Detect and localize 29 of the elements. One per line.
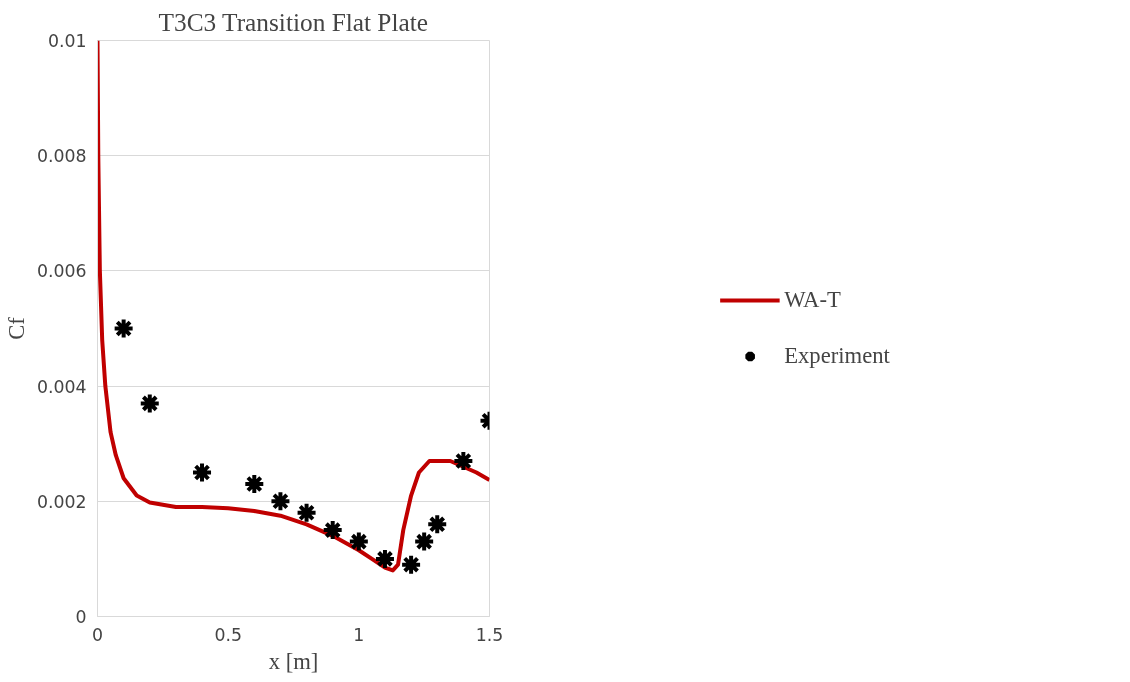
point xyxy=(452,449,475,472)
line-series xyxy=(97,40,490,573)
point xyxy=(295,501,318,524)
point xyxy=(243,473,266,496)
point xyxy=(347,530,370,553)
y-tick-label: 0.004 xyxy=(36,376,87,397)
point xyxy=(138,392,161,415)
x-tick-label: 1.5 xyxy=(475,624,504,645)
chart-title: T3C3 Transition Flat Plate xyxy=(158,7,429,36)
point xyxy=(321,519,344,542)
y-tick-label: 0.008 xyxy=(36,146,87,167)
legend-label: Experiment xyxy=(784,343,890,369)
point xyxy=(269,490,292,513)
x-tick-label: 0 xyxy=(91,624,104,645)
point xyxy=(400,553,423,576)
point xyxy=(426,513,449,536)
point xyxy=(413,530,436,553)
x-tick-label: 1 xyxy=(353,624,365,645)
legend-label: WA-T xyxy=(784,287,841,313)
point xyxy=(373,547,396,570)
x-tick-label: 0.5 xyxy=(214,624,242,645)
point xyxy=(191,461,214,484)
point xyxy=(112,317,135,340)
y-tick-label: 0.006 xyxy=(36,261,87,282)
y-tick-label: 0.002 xyxy=(36,491,87,512)
y-tick-label: 0.01 xyxy=(47,31,87,51)
x-axis-title: x [m] xyxy=(268,648,319,674)
y-tick-label: 0 xyxy=(75,607,87,627)
y-axis-title: Cf xyxy=(3,316,29,340)
